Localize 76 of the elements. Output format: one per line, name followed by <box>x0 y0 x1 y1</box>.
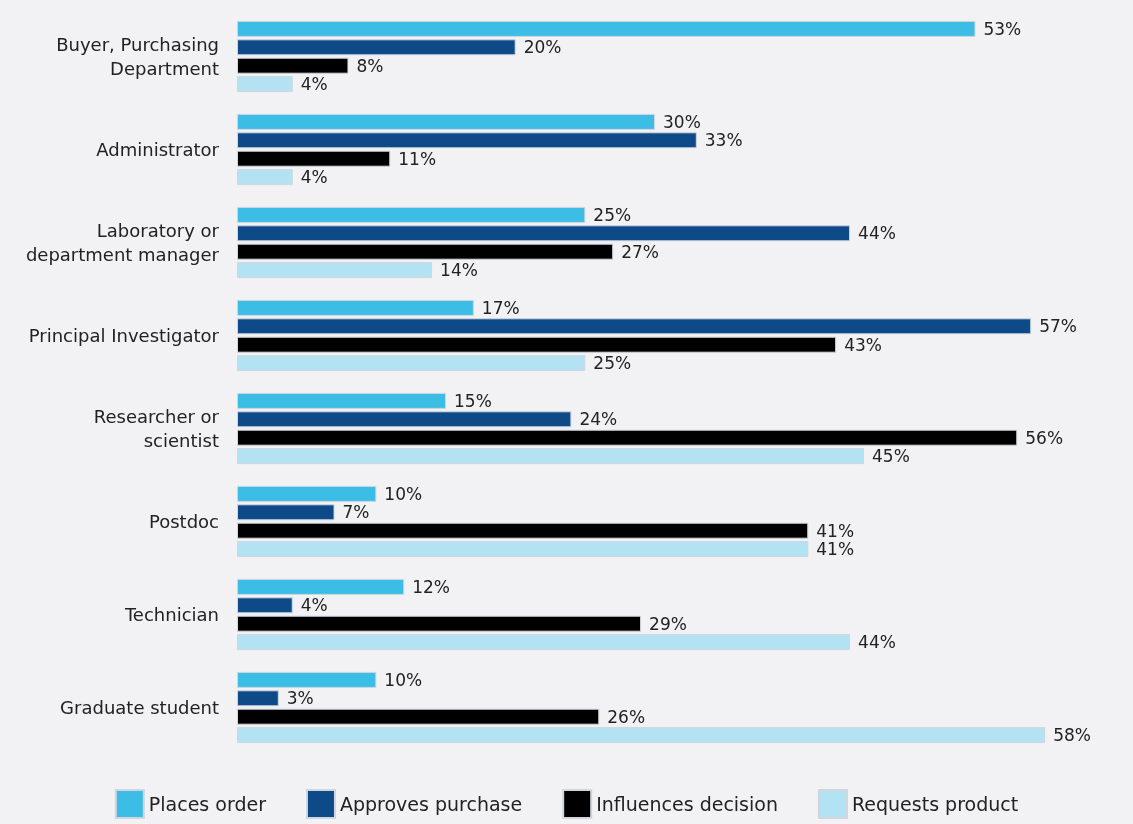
bar <box>237 262 433 279</box>
bar <box>237 708 600 725</box>
y-tick-label: Graduate student <box>60 697 219 718</box>
bar <box>237 597 293 614</box>
bar <box>237 671 377 688</box>
data-label: 57% <box>1039 316 1077 337</box>
data-label: 8% <box>356 55 384 76</box>
data-label: 3% <box>286 688 314 709</box>
bar <box>237 634 851 651</box>
data-label: 41% <box>816 520 855 541</box>
bar <box>237 690 279 707</box>
legend-label: Requests product <box>851 793 1019 815</box>
bar <box>237 150 391 167</box>
bar <box>237 522 809 539</box>
bar <box>237 336 837 353</box>
data-label: 56% <box>1025 427 1064 448</box>
bar <box>237 727 1046 744</box>
data-label: 29% <box>649 613 687 634</box>
legend-label: Influences decision <box>596 793 778 815</box>
data-label: 24% <box>579 409 618 430</box>
data-label: 10% <box>384 483 423 504</box>
bar <box>237 39 516 56</box>
data-label: 15% <box>454 390 492 411</box>
data-label: 30% <box>663 111 701 132</box>
bar <box>237 169 293 186</box>
y-tick-label: Technician <box>123 604 219 625</box>
legend-label: Approves purchase <box>339 793 523 815</box>
y-tick-label: Laboratory or department manager <box>25 220 220 265</box>
bar <box>237 411 572 428</box>
data-label: 33% <box>704 130 743 151</box>
bar <box>237 541 809 558</box>
data-label: 11% <box>398 148 437 169</box>
data-label: 7% <box>342 502 370 523</box>
data-label: 44% <box>858 632 896 653</box>
bar <box>237 355 586 372</box>
data-label: 25% <box>593 204 632 225</box>
bar <box>237 448 864 465</box>
data-label: 4% <box>300 595 328 616</box>
bar <box>237 485 377 502</box>
data-label: 25% <box>593 353 632 374</box>
bar <box>237 504 335 521</box>
bar <box>237 299 474 316</box>
data-label: 27% <box>621 241 659 262</box>
data-label: 14% <box>440 260 478 281</box>
data-label: 4% <box>300 74 328 95</box>
y-tick-label: Buyer, Purchasing Department <box>56 34 219 79</box>
data-label: 10% <box>384 669 423 690</box>
data-label: 45% <box>872 446 910 467</box>
bar <box>237 429 1018 446</box>
data-label: 41% <box>816 539 855 560</box>
y-tick-label: Administrator <box>96 139 220 160</box>
data-label: 4% <box>300 167 328 188</box>
data-label: 26% <box>607 706 646 727</box>
data-label: 44% <box>858 223 896 244</box>
bar <box>237 318 1032 335</box>
data-label: 58% <box>1053 725 1091 746</box>
bar <box>237 392 446 409</box>
bar <box>237 578 405 595</box>
data-label: 43% <box>844 334 882 355</box>
bar <box>237 113 655 130</box>
data-label: 20% <box>523 37 562 58</box>
y-tick-label: Postdoc <box>149 511 219 532</box>
bar <box>237 20 976 37</box>
data-label: 53% <box>983 18 1022 39</box>
data-label: 17% <box>481 297 520 318</box>
bar <box>237 57 349 74</box>
y-tick-label: Principal Investigator <box>28 325 220 346</box>
bar <box>237 225 851 242</box>
data-label: 12% <box>412 576 450 597</box>
bar <box>237 615 642 632</box>
bar <box>237 243 614 260</box>
bar <box>237 76 293 93</box>
legend-label: Places order <box>148 793 267 815</box>
bar <box>237 132 697 149</box>
y-tick-label: Researcher or scientist <box>93 406 220 451</box>
bar <box>237 206 586 223</box>
